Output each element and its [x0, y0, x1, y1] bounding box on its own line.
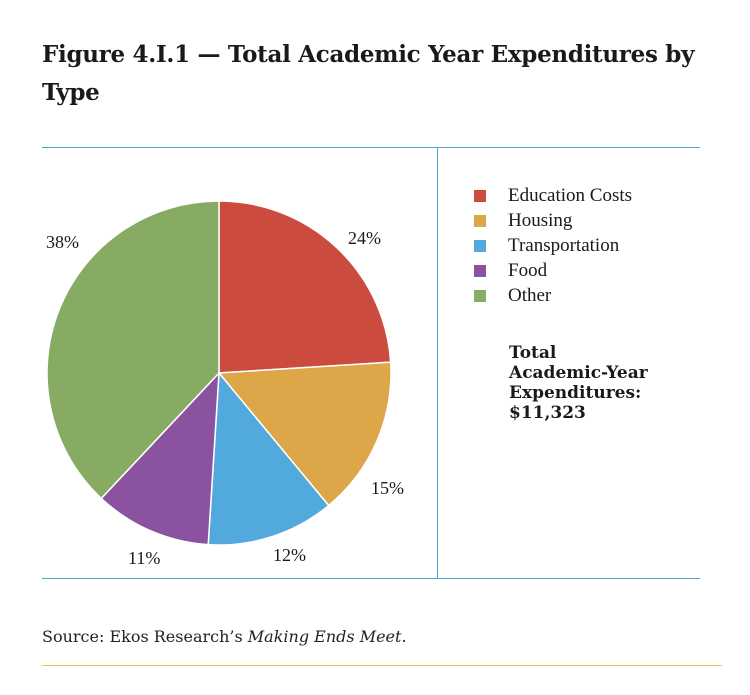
- vertical-divider: [437, 147, 438, 578]
- legend-label: Other: [508, 284, 552, 306]
- legend-item-housing: Housing: [474, 208, 632, 233]
- legend-swatch-transportation: [474, 239, 486, 252]
- legend-swatch-food: [474, 264, 486, 277]
- pie-slice-food: [100, 370, 220, 546]
- legend-item-food: Food: [474, 258, 632, 283]
- total-expenditures: Total Academic-Year Expenditures: $11,32…: [509, 343, 648, 423]
- total-line: Expenditures:: [509, 383, 642, 403]
- total-line: Academic-Year: [509, 363, 648, 383]
- legend-swatch-education-costs: [474, 189, 486, 202]
- slice-label-education-costs: 24%: [348, 228, 381, 248]
- legend-label: Transportation: [508, 234, 620, 256]
- pie-slice-transportation: [207, 371, 330, 546]
- source-title: Making Ends Meet.: [247, 627, 407, 646]
- legend-label: Education Costs: [508, 184, 633, 206]
- legend-label: Housing: [508, 209, 573, 231]
- bottom-divider: [42, 578, 700, 579]
- footer-divider: [42, 665, 722, 666]
- legend-swatch-housing: [474, 214, 486, 227]
- legend-item-transportation: Transportation: [474, 233, 632, 258]
- pie-slice-housing: [217, 361, 392, 507]
- legend-item-education-costs: Education Costs: [474, 183, 632, 208]
- slice-label-housing: 15%: [371, 478, 404, 498]
- pie-slice-other: [46, 200, 220, 500]
- slice-label-transportation: 12%: [273, 545, 306, 565]
- pie-slice-education-costs: [218, 200, 392, 374]
- total-line: Total: [509, 343, 557, 363]
- legend-item-other: Other: [474, 283, 632, 308]
- legend: Education Costs Housing Transportation F…: [474, 183, 632, 308]
- chart-title: Figure 4.I.1 — Total Academic Year Expen…: [42, 41, 695, 106]
- legend-label: Food: [508, 259, 548, 281]
- slice-label-other: 38%: [46, 232, 79, 252]
- source-note: Source: Ekos Research’s Making Ends Meet…: [42, 627, 407, 646]
- legend-swatch-other: [474, 289, 486, 302]
- source-prefix: Source: Ekos Research’s: [42, 627, 248, 646]
- slice-label-food: 11%: [128, 548, 161, 568]
- top-divider: [42, 147, 700, 148]
- total-amount: $11,323: [509, 403, 586, 423]
